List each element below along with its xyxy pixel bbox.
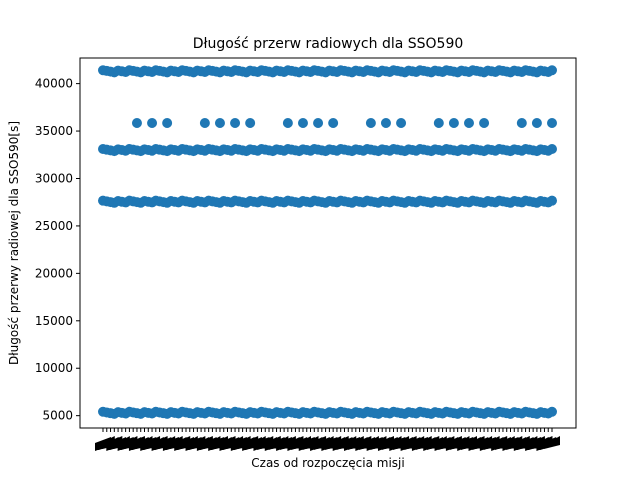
data-point (547, 143, 557, 154)
plot-area-frame (79, 57, 577, 429)
data-point (448, 117, 459, 128)
data-point (531, 117, 542, 128)
y-tick-label: 40000 (35, 77, 73, 91)
data-point (214, 117, 225, 128)
data-point (396, 117, 407, 128)
data-points (98, 65, 557, 419)
y-tick-label: 20000 (35, 266, 73, 280)
data-point (463, 117, 474, 128)
y-tick-label: 15000 (35, 314, 73, 328)
data-point (547, 117, 557, 128)
data-point (199, 117, 210, 128)
y-tick-label: 10000 (35, 361, 73, 375)
data-point (147, 117, 158, 128)
x-axis (95, 428, 560, 451)
data-point (162, 117, 173, 128)
y-tick-label: 25000 (35, 219, 73, 233)
y-tick-label: 5000 (42, 409, 73, 423)
chart-title: Długość przerw radiowych dla SSO590 (193, 36, 464, 52)
data-point (328, 117, 339, 128)
data-point (131, 117, 142, 128)
data-point (547, 65, 557, 76)
y-axis: 5000 10000 15000 20000 25000 30000 35000 40000 (35, 77, 80, 423)
data-point (547, 195, 557, 206)
y-axis-label: Długość przerwy radiowej dla SSO590[s] (7, 121, 21, 365)
data-point (547, 406, 557, 417)
data-point (479, 117, 490, 128)
data-point (433, 117, 444, 128)
data-point (516, 117, 527, 128)
data-point (245, 117, 256, 128)
y-tick-label: 35000 (35, 124, 73, 138)
x-axis-label: Czas od rozpoczęcia misji (251, 456, 404, 470)
data-point (313, 117, 324, 128)
data-point (297, 117, 308, 128)
x-tick-labels-overlapping (95, 436, 560, 451)
y-tick-label: 30000 (35, 171, 73, 185)
data-point (230, 117, 241, 128)
data-point (365, 117, 376, 128)
data-point (282, 117, 293, 128)
data-point (380, 117, 391, 128)
